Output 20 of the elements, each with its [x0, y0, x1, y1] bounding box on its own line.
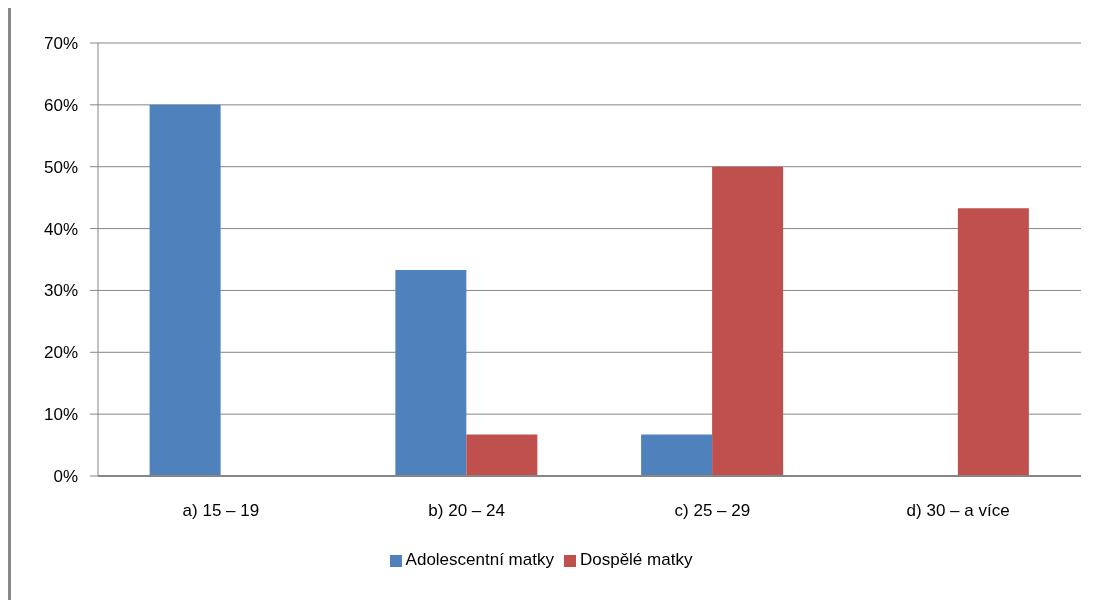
bar [149, 104, 221, 476]
bar [395, 270, 467, 476]
legend-label: Adolescentní matky [405, 550, 554, 569]
y-tick-label: 30% [43, 281, 78, 301]
y-tick-label: 20% [43, 343, 78, 363]
x-tick-label: b) 20 – 24 [428, 501, 505, 521]
bar [466, 434, 538, 476]
bar [712, 166, 784, 476]
y-tick-label: 60% [43, 95, 78, 115]
x-tick-label: c) 25 – 29 [674, 501, 751, 521]
y-tick-label: 40% [43, 219, 78, 239]
x-tick-label: d) 30 – a více [906, 501, 1010, 521]
y-tick-label: 10% [43, 405, 78, 425]
x-tick-label: a) 15 – 19 [182, 501, 260, 521]
y-tick-label: 70% [43, 34, 78, 54]
y-tick-label: 50% [43, 157, 78, 177]
y-tick-label: 0% [53, 467, 78, 487]
bar [957, 208, 1029, 476]
legend-label: Dospělé matky [579, 550, 693, 569]
bar [641, 434, 713, 476]
